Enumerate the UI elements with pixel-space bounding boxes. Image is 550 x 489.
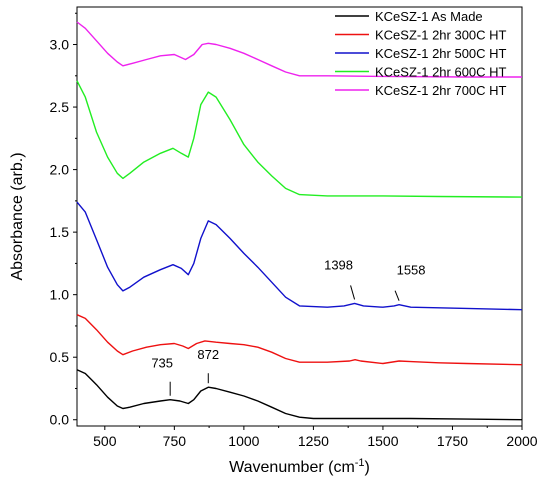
y-tick-label: 0.5 xyxy=(50,349,70,365)
x-tick-label: 1250 xyxy=(298,433,329,449)
legend: KCeSZ-1 As Made KCeSZ-1 2hr 300C HT KCeSZ-… xyxy=(335,9,507,98)
y-tick-label: 1.5 xyxy=(50,224,70,240)
annotation-label: 1398 xyxy=(324,257,353,272)
x-axis-title-main: Wavenumber (cm xyxy=(229,459,355,476)
x-tick-label: 500 xyxy=(93,433,117,449)
y-tick-label: 2.5 xyxy=(50,99,70,115)
axis-ticks xyxy=(73,12,523,430)
series-lines xyxy=(76,21,523,421)
legend-label: KCeSZ-1 2hr 500C HT xyxy=(375,46,507,61)
x-axis-title-sup: -1 xyxy=(355,457,365,469)
x-tick-label: 750 xyxy=(163,433,187,449)
series-line-4 xyxy=(76,80,523,198)
x-tick-label: 1500 xyxy=(367,433,398,449)
legend-label: KCeSZ-1 2hr 700C HT xyxy=(375,83,507,98)
series-line-1 xyxy=(76,369,523,421)
annotation-line xyxy=(350,285,356,300)
x-tick-label: 1000 xyxy=(228,433,259,449)
y-tick-label: 0.0 xyxy=(50,412,70,428)
x-axis-title-end: ) xyxy=(365,459,370,476)
y-tick-label: 3.0 xyxy=(50,37,70,53)
series-line-2 xyxy=(76,314,523,366)
plot-frame xyxy=(76,6,523,427)
annotation-label: 735 xyxy=(151,356,173,371)
annotations: 735 872 1398 1558 xyxy=(151,257,426,396)
y-tick-label: 1.0 xyxy=(50,287,70,303)
x-tick-label: 2000 xyxy=(506,433,537,449)
tick-labels: 500 750 1000 1250 1500 1750 2000 0.0 0.5 1.0 1.5 2.… xyxy=(50,37,538,449)
legend-label: KCeSZ-1 2hr 300C HT xyxy=(375,28,507,43)
legend-label: KCeSZ-1 As Made xyxy=(375,9,483,24)
annotation-line xyxy=(394,290,400,301)
y-axis-title: Absorbance (arb.) xyxy=(9,152,26,280)
legend-label: KCeSZ-1 2hr 600C HT xyxy=(375,65,507,80)
x-tick-label: 1750 xyxy=(437,433,468,449)
y-tick-label: 2.0 xyxy=(50,162,70,178)
annotation-label: 1558 xyxy=(397,263,426,278)
series-line-5 xyxy=(76,21,522,78)
annotation-label: 872 xyxy=(197,347,219,362)
series-line-3 xyxy=(76,201,523,311)
x-axis-title: Wavenumber (cm-1) xyxy=(229,457,370,476)
